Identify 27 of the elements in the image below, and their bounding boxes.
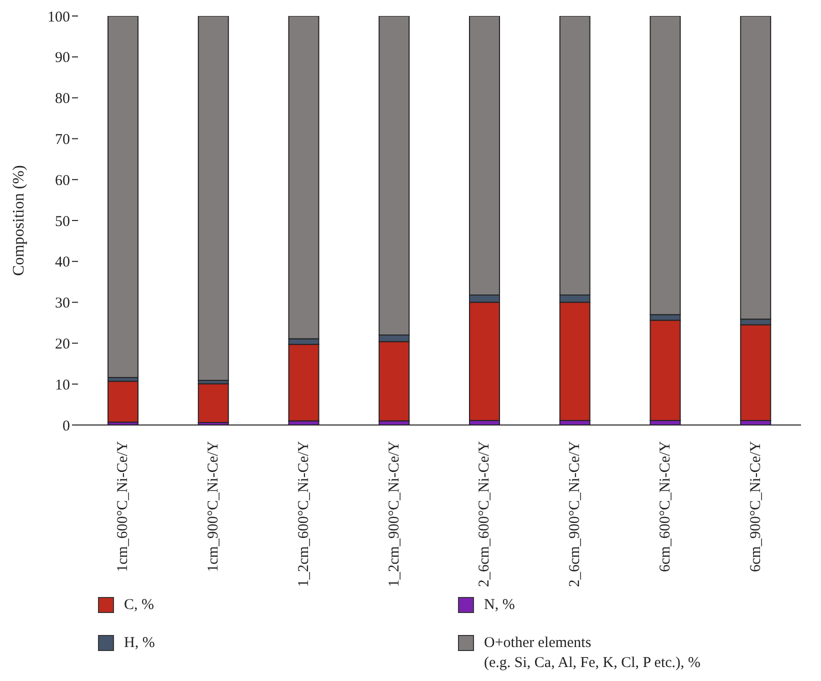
legend-label: N, % bbox=[484, 596, 515, 615]
y-tick-label: 50 bbox=[55, 214, 70, 230]
x-tick-label: 1_2cm_600°C_Ni-Ce/Y bbox=[296, 440, 312, 587]
y-tick-label: 20 bbox=[55, 336, 70, 353]
legend-label: O+other elements (e.g. Si, Ca, Al, Fe, K, Cl, P etc.), % bbox=[484, 634, 701, 673]
bar bbox=[108, 16, 138, 378]
y-tick-label: 100 bbox=[48, 9, 70, 26]
x-tick-label: 6cm_600°C_Ni-Ce/Y bbox=[657, 440, 674, 572]
y-tick-label: 40 bbox=[55, 254, 70, 271]
y-tick-label: 80 bbox=[55, 91, 70, 108]
y-tick-label: 30 bbox=[55, 296, 70, 312]
y-tick-label: 90 bbox=[55, 50, 70, 66]
bar bbox=[108, 380, 138, 423]
x-tick-label: 1cm_900°C_Ni-Ce/Y bbox=[206, 440, 222, 572]
y-axis-title: Composition (%) bbox=[10, 165, 28, 276]
bar bbox=[198, 16, 229, 381]
y-tick-label: 10 bbox=[55, 377, 70, 394]
y-tick-label: 70 bbox=[55, 132, 70, 148]
x-tick-label: 6cm_900°C_Ni-Ce/Y bbox=[748, 440, 764, 572]
x-tick-label: 1_2cm_900°C_Ni-Ce/Y bbox=[386, 440, 402, 587]
x-tick-label: 2_6cm_900°C_Ni-Ce/Y bbox=[567, 440, 584, 587]
legend-label: C, % bbox=[124, 596, 154, 615]
x-tick-label: 1cm_600°C_Ni-Ce/Y bbox=[115, 440, 132, 572]
x-tick-label: 2_6cm_600°C_Ni-Ce/Y bbox=[476, 440, 493, 587]
y-tick-label: 60 bbox=[55, 172, 70, 189]
y-tick-label: 0 bbox=[62, 418, 70, 434]
legend-label: H, % bbox=[124, 634, 155, 653]
